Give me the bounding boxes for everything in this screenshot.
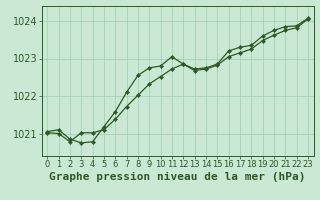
X-axis label: Graphe pression niveau de la mer (hPa): Graphe pression niveau de la mer (hPa) xyxy=(49,172,306,182)
